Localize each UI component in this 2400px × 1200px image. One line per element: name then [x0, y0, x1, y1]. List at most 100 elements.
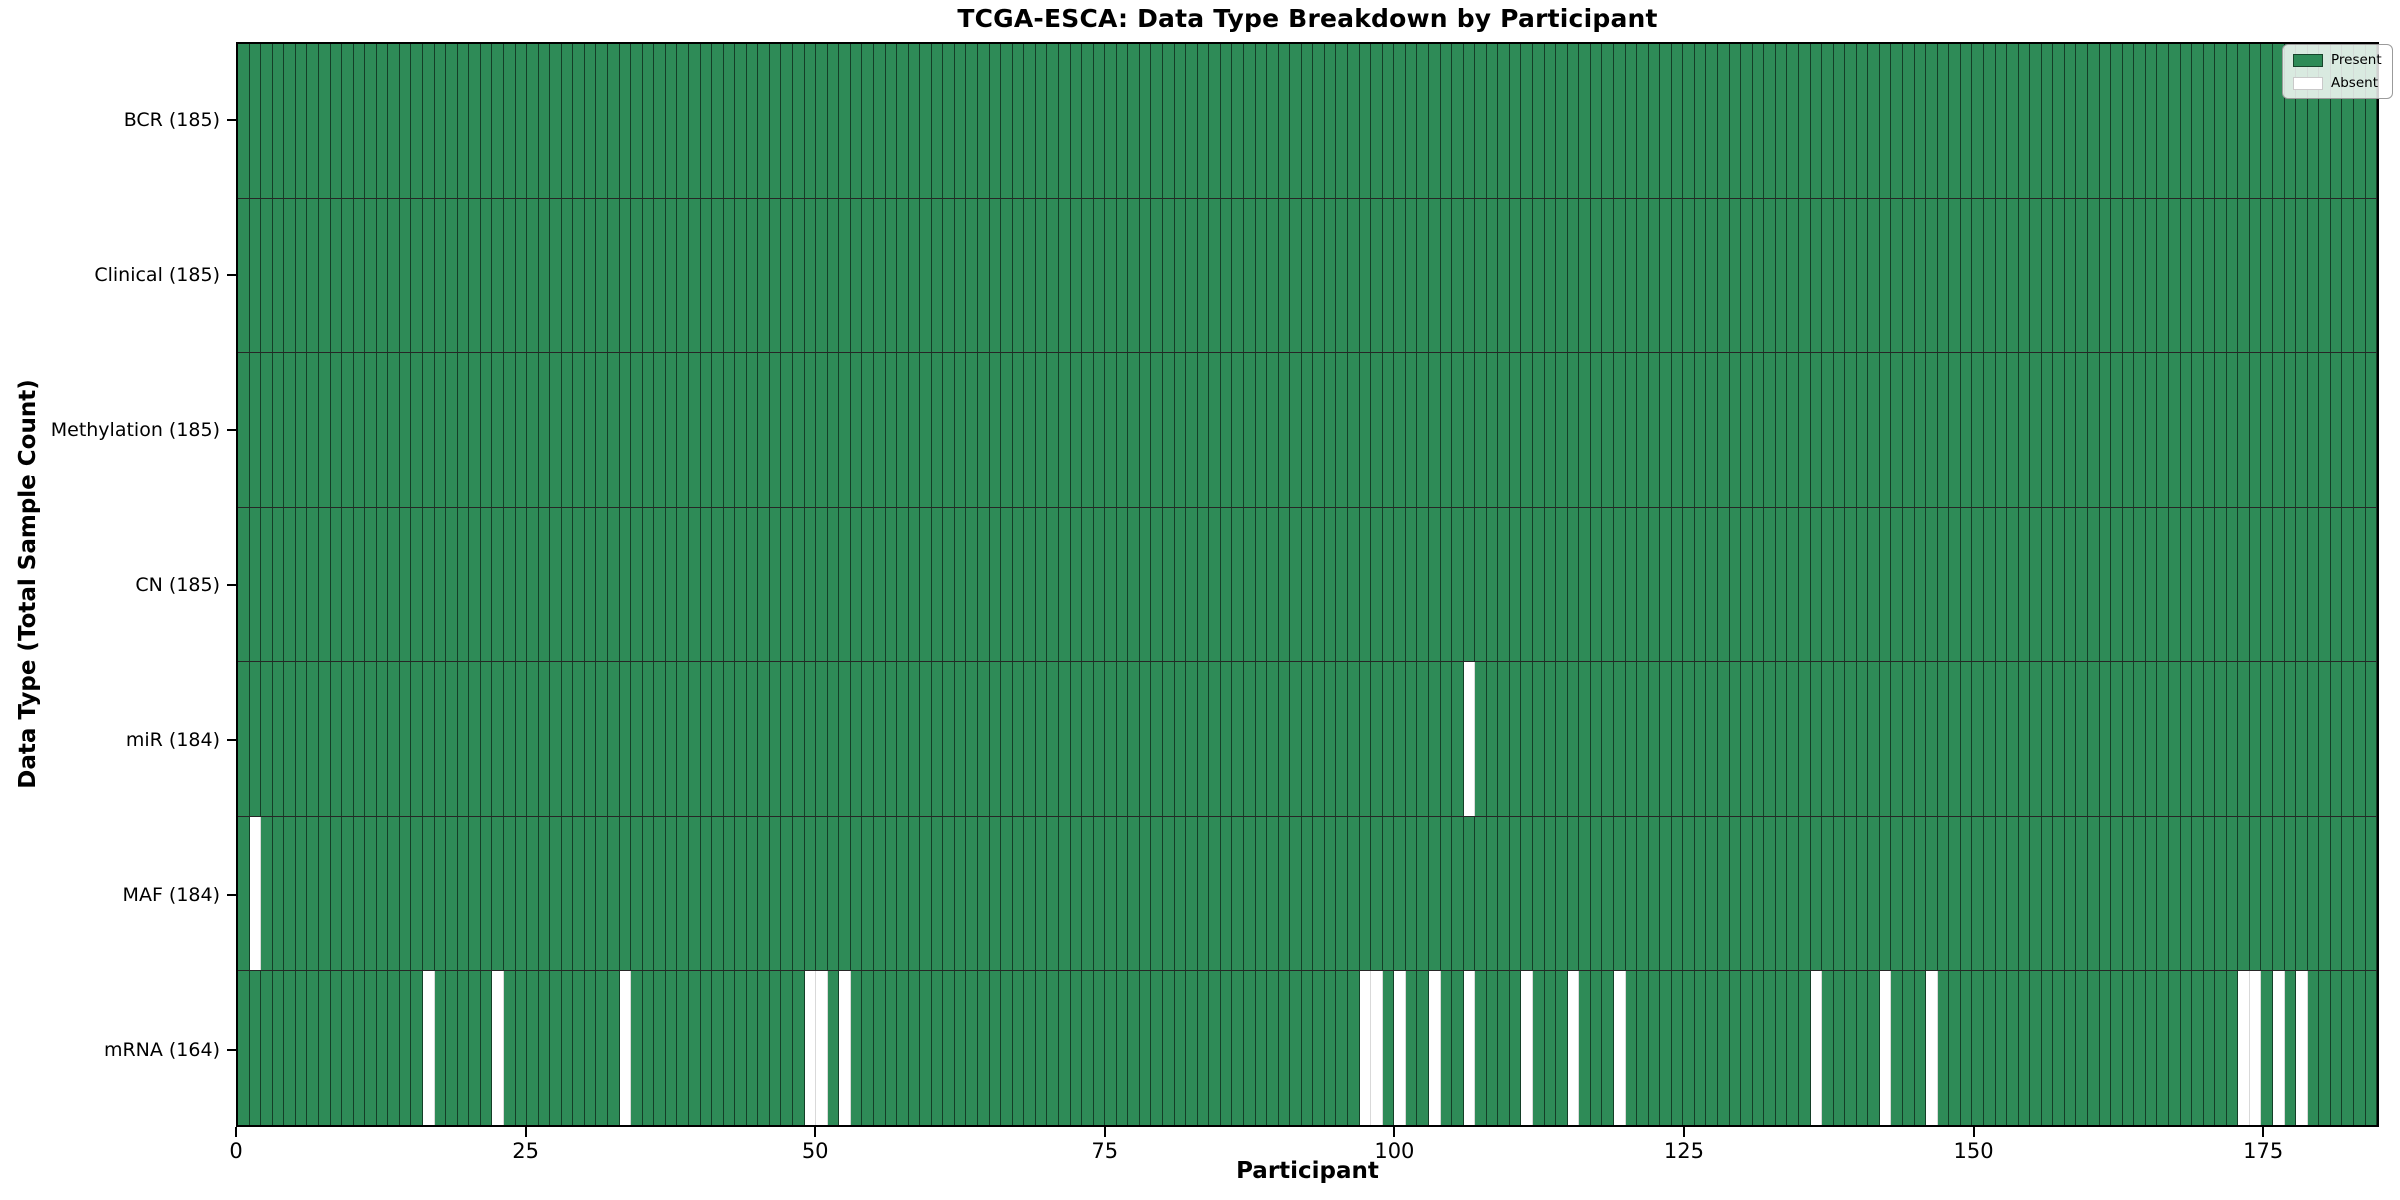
heatmap-cell: [2330, 507, 2343, 662]
heatmap-cell: [793, 353, 805, 507]
heatmap-cell: [1336, 353, 1348, 507]
heatmap-cell: [2145, 662, 2158, 816]
heatmap-cell: [1139, 816, 1152, 971]
heatmap-cell: [1440, 971, 1453, 1126]
heatmap-cell: [1949, 816, 1961, 971]
heatmap-row-Clinical: [238, 198, 2378, 354]
heatmap-cell: [2099, 816, 2112, 971]
heatmap-cell: [1243, 44, 1256, 198]
heatmap-cell: [1613, 44, 1626, 198]
heatmap-cell: [2249, 353, 2262, 507]
heatmap-cell: [897, 507, 909, 662]
heatmap-cell: [2284, 816, 2297, 971]
heatmap-cell: [1012, 507, 1025, 662]
heatmap-cell: [1082, 662, 1094, 816]
heatmap-cell: [804, 507, 817, 662]
heatmap-cell: [677, 662, 689, 816]
heatmap-cell: [1509, 198, 1522, 353]
heatmap-cell: [261, 353, 273, 507]
heatmap-cell: [2192, 44, 2204, 198]
heatmap-cell: [342, 662, 354, 816]
heatmap-cell: [1625, 662, 1638, 816]
y-tick-mark: [227, 273, 236, 276]
heatmap-cell: [1428, 353, 1441, 507]
heatmap-cell: [561, 507, 574, 662]
heatmap-cell: [1648, 971, 1661, 1126]
heatmap-cell: [1394, 816, 1406, 971]
heatmap-cell: [423, 816, 435, 971]
heatmap-cell: [1417, 507, 1429, 662]
heatmap-cell: [1983, 662, 1996, 816]
heatmap-cell: [295, 971, 308, 1126]
heatmap-cell: [561, 44, 574, 198]
heatmap-cell: [515, 662, 528, 816]
heatmap-cell: [1671, 971, 1684, 1126]
heatmap-cell: [457, 353, 470, 507]
heatmap-cell: [365, 507, 377, 662]
heatmap-cell: [885, 353, 898, 507]
heatmap-cell: [1509, 816, 1522, 971]
heatmap-cell: [573, 353, 585, 507]
heatmap-row-Methylation: [238, 353, 2378, 508]
heatmap-cell: [1336, 816, 1348, 971]
heatmap-cell: [2273, 353, 2285, 507]
heatmap-cell: [1775, 507, 1788, 662]
heatmap-cell: [1706, 353, 1718, 507]
heatmap-cell: [2007, 44, 2019, 198]
heatmap-cell: [1405, 662, 1418, 816]
heatmap-cell: [654, 198, 666, 353]
heatmap-cell: [1174, 507, 1187, 662]
heatmap-cell: [1810, 353, 1823, 507]
heatmap-cell: [1960, 662, 1973, 816]
heatmap-cell: [1371, 507, 1383, 662]
heatmap-cell: [758, 198, 770, 353]
heatmap-cell: [2053, 353, 2065, 507]
heatmap-cell: [746, 198, 759, 353]
heatmap-cell: [561, 971, 574, 1126]
heatmap-cell: [954, 971, 967, 1126]
heatmap-cell: [527, 816, 539, 971]
heatmap-cell: [2157, 198, 2169, 353]
heatmap-cell: [2261, 198, 2273, 353]
heatmap-cell: [295, 198, 308, 353]
heatmap-cell: [827, 507, 840, 662]
heatmap-cell: [1463, 353, 1476, 507]
heatmap-cell: [1625, 198, 1638, 353]
heatmap-cell: [1128, 353, 1140, 507]
heatmap-cell: [318, 662, 331, 816]
heatmap-cell: [665, 971, 678, 1126]
heatmap-cell: [550, 44, 562, 198]
heatmap-cell: [2088, 971, 2100, 1126]
heatmap-cell: [700, 816, 713, 971]
heatmap-cell: [1417, 971, 1429, 1126]
heatmap-cell: [1602, 198, 1614, 353]
heatmap-cell: [816, 353, 828, 507]
heatmap-cell: [1394, 971, 1406, 1126]
heatmap-cell: [1278, 198, 1291, 353]
heatmap-cell: [2030, 507, 2042, 662]
heatmap-cell: [1371, 662, 1383, 816]
heatmap-cell: [1694, 44, 1707, 198]
heatmap-cell: [1255, 44, 1268, 198]
heatmap-cell: [1718, 44, 1730, 198]
heatmap-cell: [608, 816, 620, 971]
heatmap-cell: [238, 507, 250, 662]
heatmap-cell: [989, 507, 1002, 662]
heatmap-cell: [272, 662, 285, 816]
heatmap-cell: [1694, 816, 1707, 971]
heatmap-cell: [434, 198, 447, 353]
heatmap-cell: [1648, 816, 1661, 971]
heatmap-cell: [1452, 507, 1464, 662]
heatmap-cell: [1567, 971, 1580, 1126]
heatmap-cell: [365, 816, 377, 971]
heatmap-cell: [1035, 816, 1048, 971]
heatmap-cell: [1521, 971, 1533, 1126]
heatmap-cell: [850, 353, 863, 507]
heatmap-cell: [596, 971, 608, 1126]
heatmap-cell: [1775, 198, 1788, 353]
heatmap-cell: [1278, 662, 1291, 816]
heatmap-cell: [1810, 971, 1823, 1126]
heatmap-cell: [1382, 971, 1395, 1126]
heatmap-cell: [492, 971, 504, 1126]
heatmap-cell: [2342, 662, 2354, 816]
